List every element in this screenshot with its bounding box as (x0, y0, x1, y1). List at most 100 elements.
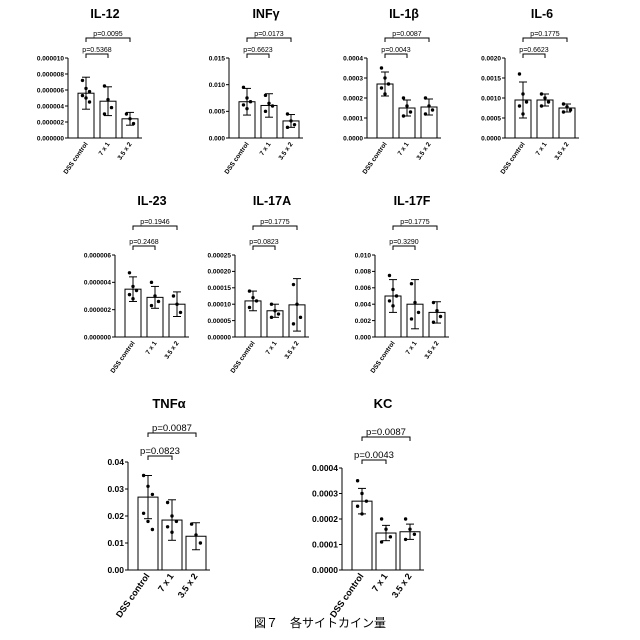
y-tick-label: 0.000 (355, 334, 372, 341)
category-label: 3.5 x 2 (283, 340, 300, 361)
data-point (435, 309, 438, 312)
category-label: DSS control (370, 340, 397, 375)
y-tick-label: 0.002 (355, 318, 372, 325)
data-point (410, 282, 413, 285)
p-value-label: p=0.0087 (366, 427, 406, 438)
data-point (153, 294, 156, 297)
data-point (81, 94, 84, 97)
significance-bracket (247, 38, 291, 42)
data-point (251, 296, 254, 299)
data-point (267, 102, 270, 105)
data-point (404, 538, 407, 541)
significance-bracket (247, 54, 269, 58)
data-point (142, 512, 145, 515)
p-value-label: p=0.3290 (389, 239, 418, 246)
y-tick-label: 0.000004 (84, 280, 111, 287)
data-point (518, 104, 521, 107)
data-point (380, 540, 383, 543)
y-tick-label: 0.0003 (343, 75, 363, 82)
y-tick-label: 0.0000 (343, 135, 363, 142)
data-point (103, 112, 106, 115)
data-point (166, 501, 169, 504)
chart-il-17f: IL-17F0.0000.0020.0040.0060.0080.010DSS … (355, 194, 449, 375)
p-value-label: p=0.0087 (392, 31, 421, 38)
p-value-label: p=0.0823 (140, 446, 180, 457)
p-value-label: p=0.1775 (530, 31, 559, 38)
y-tick-label: 0.0003 (312, 488, 338, 498)
y-tick-label: 0.0001 (312, 539, 338, 549)
y-tick-label: 0.01 (107, 538, 124, 548)
chart-il-12: IL-120.0000000.0000020.0000040.0000060.0… (37, 7, 142, 176)
y-tick-label: 0.0000 (481, 135, 501, 142)
chart-title: INFγ (252, 7, 279, 21)
data-point (404, 517, 407, 520)
category-label: 3.5 x 2 (277, 141, 294, 162)
y-tick-label: 0.008 (355, 269, 372, 276)
y-tick-label: 0.00 (107, 565, 124, 575)
data-point (106, 98, 109, 101)
data-point (270, 316, 273, 319)
data-point (175, 303, 178, 306)
y-tick-label: 0.00000 (208, 334, 232, 341)
data-point (84, 96, 87, 99)
p-value-label: p=0.2468 (129, 239, 158, 246)
category-label: DSS control (114, 571, 152, 619)
data-point (410, 317, 413, 320)
category-label: DSS control (63, 141, 90, 176)
y-tick-label: 0.004 (355, 301, 372, 308)
data-point (395, 294, 398, 297)
data-point (391, 304, 394, 307)
chart-il-6: IL-60.00000.00050.00100.00150.0020DSS co… (481, 7, 579, 176)
data-point (521, 112, 524, 115)
category-label: 3.5 x 2 (415, 141, 432, 162)
y-tick-label: 0.0004 (312, 463, 338, 473)
data-point (292, 283, 295, 286)
y-tick-label: 0.000002 (37, 119, 64, 126)
significance-bracket (133, 246, 155, 250)
y-tick-label: 0.0002 (343, 95, 363, 102)
category-label: 7 x 1 (98, 141, 112, 157)
category-label: 7 x 1 (145, 340, 159, 356)
significance-bracket (523, 54, 545, 58)
y-tick-label: 0.00015 (208, 285, 232, 292)
y-tick-label: 0.000006 (37, 87, 64, 94)
data-point (388, 299, 391, 302)
category-label: 3.5 x 2 (163, 340, 180, 361)
data-point (293, 123, 296, 126)
category-label: 3.5 x 2 (116, 141, 133, 162)
y-tick-label: 0.015 (209, 55, 226, 62)
category-label: 7 x 1 (156, 571, 176, 593)
data-point (409, 110, 412, 113)
data-point (175, 520, 178, 523)
data-point (81, 79, 84, 82)
data-point (166, 525, 169, 528)
data-point (525, 100, 528, 103)
chart-title: IL-1β (389, 7, 419, 21)
data-point (383, 92, 386, 95)
data-point (424, 112, 427, 115)
p-value-label: p=0.6623 (243, 47, 272, 54)
data-point (413, 301, 416, 304)
data-point (292, 322, 295, 325)
data-point (190, 522, 193, 525)
category-label: DSS control (362, 141, 389, 176)
data-point (245, 107, 248, 110)
category-label: 7 x 1 (397, 141, 411, 157)
data-point (103, 84, 106, 87)
significance-bracket (253, 226, 297, 230)
data-point (150, 304, 153, 307)
data-point (427, 104, 430, 107)
significance-bracket (385, 38, 429, 42)
y-tick-label: 0.006 (355, 285, 372, 292)
y-tick-label: 0.0005 (481, 115, 501, 122)
category-label: 7 x 1 (259, 141, 273, 157)
data-point (380, 517, 383, 520)
data-point (128, 293, 131, 296)
data-point (286, 112, 289, 115)
data-point (360, 512, 363, 515)
data-point (565, 105, 568, 108)
data-point (255, 299, 258, 302)
category-label: DSS control (500, 141, 527, 176)
data-point (125, 112, 128, 115)
y-tick-label: 0.0015 (481, 75, 501, 82)
